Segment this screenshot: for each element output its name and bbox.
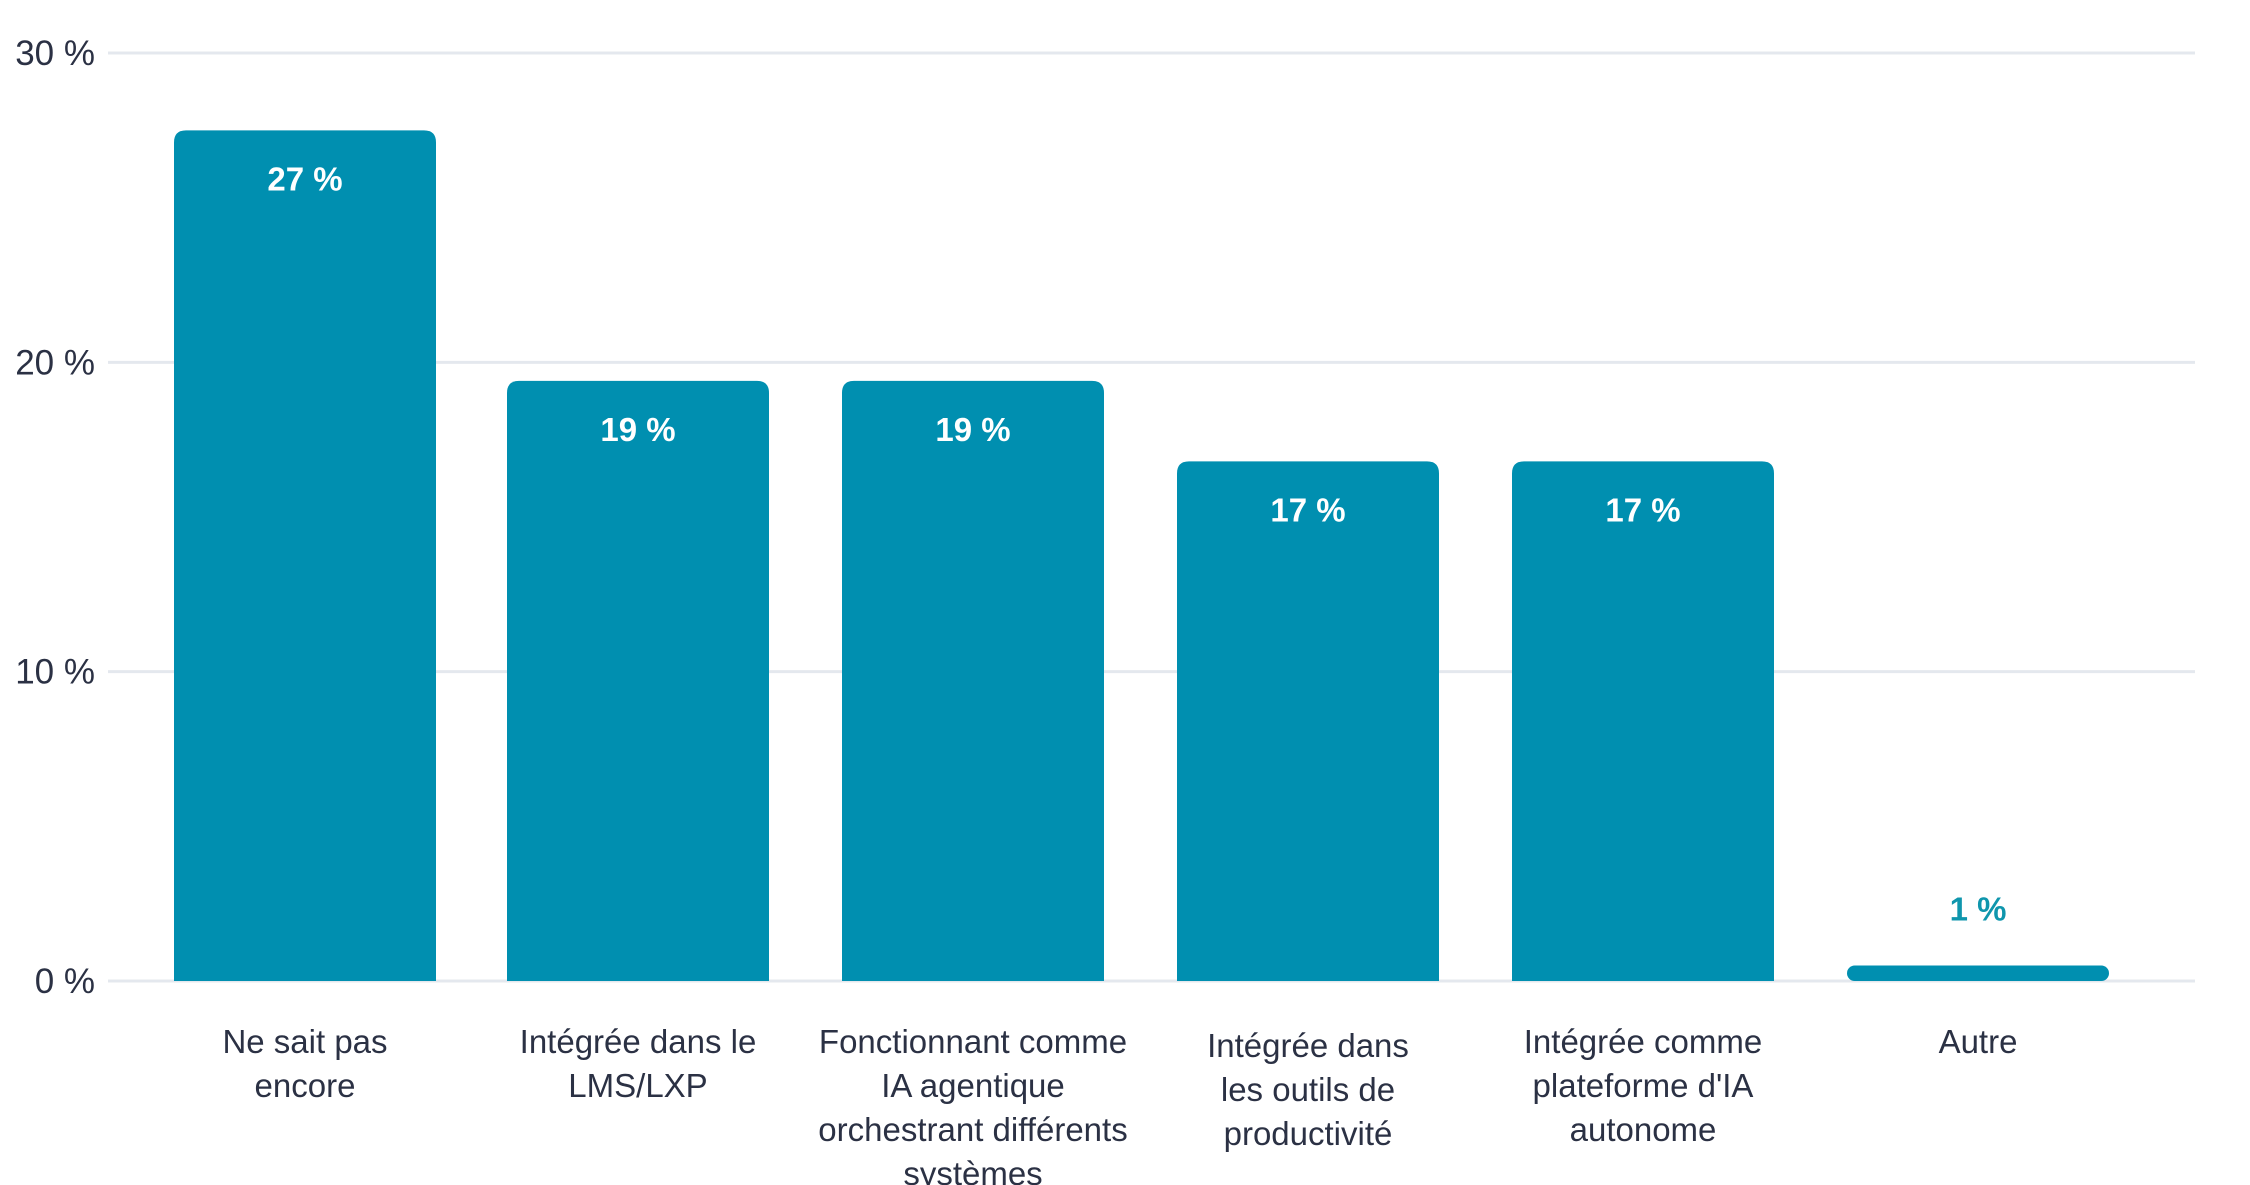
category-label-lms-lxp: Intégrée dans le LMS/LXP xyxy=(520,1023,757,1104)
value-label-outils-productivite: 17 % xyxy=(1270,491,1345,528)
category-label-line: encore xyxy=(255,1067,356,1104)
category-label-ne-sait-pas: Ne sait pas encore xyxy=(222,1023,387,1104)
y-tick-label-20: 20 % xyxy=(15,343,95,382)
bars xyxy=(174,130,2109,982)
category-label-ia-agentique: Fonctionnant comme IA agentique orchestran… xyxy=(818,1023,1127,1185)
y-axis-ticks: 0 % 10 % 20 % 30 % xyxy=(15,34,95,1001)
value-label-ia-agentique: 19 % xyxy=(935,411,1010,448)
bar-ne-sait-pas xyxy=(174,130,436,982)
category-label-line: Ne sait pas xyxy=(222,1023,387,1060)
bar-plateforme-ia xyxy=(1512,461,1774,981)
category-label-line: plateforme d'IA xyxy=(1533,1067,1754,1104)
category-label-line: orchestrant différents xyxy=(818,1111,1127,1148)
category-label-line: autonome xyxy=(1570,1111,1717,1148)
category-label-line: les outils de xyxy=(1221,1071,1395,1108)
bar-ia-agentique xyxy=(842,380,1104,982)
bar-outils-productivite xyxy=(1177,461,1439,981)
category-labels: Ne sait pas encore Intégrée dans le LMS/LXP… xyxy=(222,1023,2017,1185)
category-label-line: Intégrée comme xyxy=(1524,1023,1762,1060)
category-label-line: Intégrée dans xyxy=(1207,1027,1409,1064)
category-label-line: Fonctionnant comme xyxy=(819,1023,1127,1060)
category-label-autre: Autre xyxy=(1939,1023,2018,1060)
value-label-lms-lxp: 19 % xyxy=(600,411,675,448)
gridlines xyxy=(108,51,2195,983)
bar-lms-lxp xyxy=(507,380,769,982)
category-label-line: productivité xyxy=(1224,1115,1393,1152)
value-label-autre: 1 % xyxy=(1950,891,2007,928)
bar-value-labels: 27 % 19 % 19 % 17 % 17 % 1 % xyxy=(267,160,2006,927)
value-label-ne-sait-pas: 27 % xyxy=(267,160,342,197)
category-label-line: Intégrée dans le xyxy=(520,1023,757,1060)
y-tick-label-30: 30 % xyxy=(15,34,95,73)
y-tick-label-10: 10 % xyxy=(15,653,95,692)
category-label-line: IA agentique xyxy=(881,1067,1065,1104)
category-label-plateforme-ia: Intégrée comme plateforme d'IA autonome xyxy=(1524,1023,1762,1148)
category-label-line: systèmes xyxy=(903,1155,1042,1185)
value-label-plateforme-ia: 17 % xyxy=(1605,491,1680,528)
y-tick-label-0: 0 % xyxy=(35,962,95,1001)
category-label-outils-productivite: Intégrée dans les outils de productivité xyxy=(1207,1027,1409,1152)
bar-autre xyxy=(1847,965,2109,981)
category-label-line: LMS/LXP xyxy=(568,1067,707,1104)
category-label-line: Autre xyxy=(1939,1023,2018,1060)
